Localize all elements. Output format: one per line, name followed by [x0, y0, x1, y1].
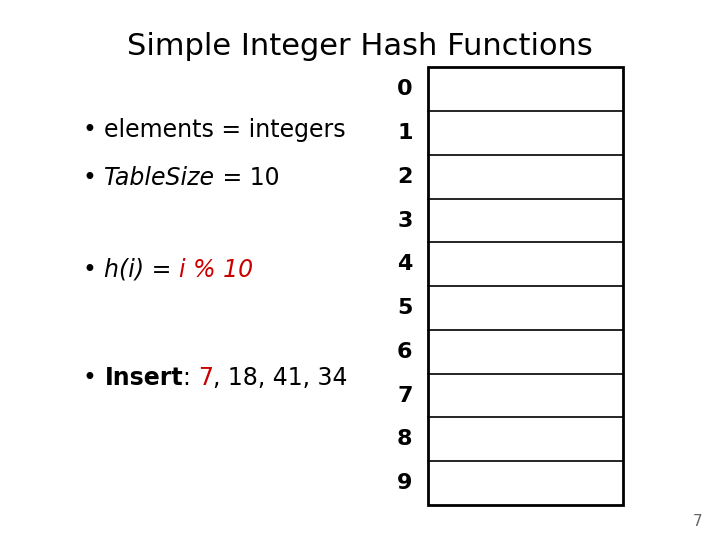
Text: 5: 5: [397, 298, 413, 318]
Text: TableSize: TableSize: [104, 166, 215, 190]
Text: 9: 9: [397, 473, 413, 493]
Bar: [428, 68, 623, 505]
Text: 4: 4: [397, 254, 413, 274]
Text: = 10: = 10: [215, 166, 280, 190]
Text: i % 10: i % 10: [179, 258, 253, 282]
Text: 1: 1: [397, 123, 413, 143]
Text: h(i) =: h(i) =: [104, 258, 179, 282]
Text: elements = integers: elements = integers: [104, 118, 346, 141]
Text: •: •: [83, 366, 96, 390]
Text: •: •: [83, 258, 96, 282]
Text: 0: 0: [397, 79, 413, 99]
Text: 7: 7: [199, 366, 213, 390]
Text: •: •: [83, 118, 96, 141]
Text: Insert: Insert: [104, 366, 183, 390]
Text: 3: 3: [397, 211, 413, 231]
Text: 7: 7: [693, 514, 702, 529]
Text: 2: 2: [397, 167, 413, 187]
Text: , 18, 41, 34: , 18, 41, 34: [213, 366, 348, 390]
Text: •: •: [83, 166, 96, 190]
Text: 6: 6: [397, 342, 413, 362]
Text: 8: 8: [397, 429, 413, 449]
Text: :: :: [183, 366, 199, 390]
Text: Simple Integer Hash Functions: Simple Integer Hash Functions: [127, 32, 593, 62]
Text: 7: 7: [397, 386, 413, 406]
